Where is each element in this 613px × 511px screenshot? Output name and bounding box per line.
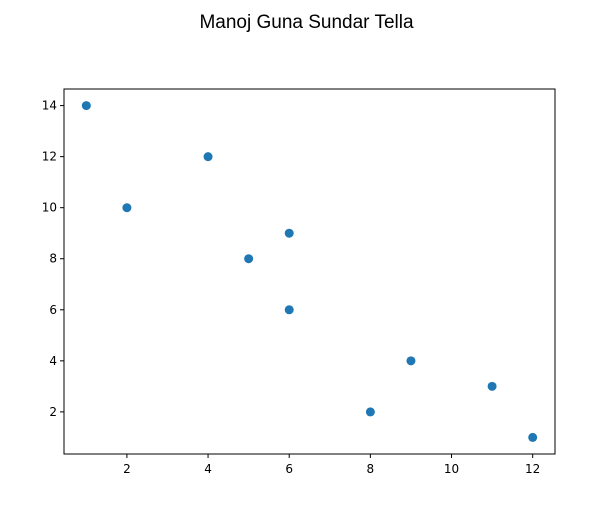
- scatter-point: [406, 356, 416, 366]
- scatter-point: [81, 101, 91, 111]
- y-tick-label: 2: [49, 405, 57, 419]
- scatter-point: [284, 305, 294, 315]
- y-tick-label: 10: [42, 201, 57, 215]
- scatter-point: [203, 152, 213, 162]
- scatter-point: [244, 254, 254, 264]
- chart-title: Manoj Guna Sundar Tella: [199, 12, 414, 33]
- y-tick-label: 4: [49, 354, 57, 368]
- axes-frame: [63, 88, 556, 455]
- x-tick-label: 6: [285, 462, 293, 476]
- y-tick-label: 6: [49, 303, 57, 317]
- scatter-point: [365, 407, 375, 417]
- x-tick-label: 2: [123, 462, 131, 476]
- x-tick-label: 8: [367, 462, 375, 476]
- scatter-point: [528, 432, 538, 442]
- scatter-point: [122, 203, 132, 213]
- x-tick-label: 4: [204, 462, 212, 476]
- y-tick-label: 8: [49, 252, 57, 266]
- scatter-point: [487, 381, 497, 391]
- y-tick-label: 12: [42, 150, 57, 164]
- x-tick-label: 10: [444, 462, 459, 476]
- y-tick-label: 14: [42, 99, 57, 113]
- scatter-point: [284, 228, 294, 238]
- x-tick-label: 12: [525, 462, 540, 476]
